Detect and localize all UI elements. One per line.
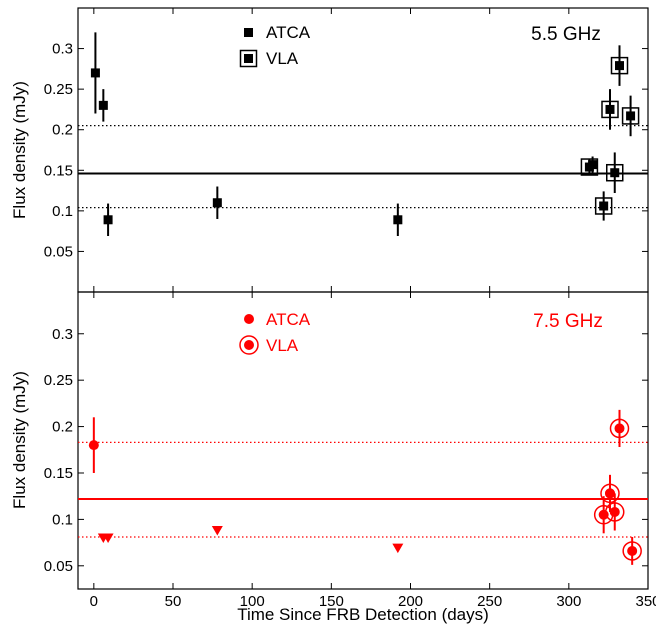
top-y-axis-label: Flux density (mJy) — [10, 81, 29, 219]
bottom-frequency-label: 7.5 GHz — [533, 311, 603, 332]
bottom-y-tick-label: 0.1 — [52, 511, 73, 528]
bottom-panel-frame — [77, 291, 649, 590]
top-vla-point — [610, 168, 620, 178]
bottom-vla-point — [627, 545, 638, 556]
x-axis-label: Time Since FRB Detection (days) — [237, 605, 489, 624]
bottom-vla-point — [614, 423, 625, 434]
top-atca-point — [393, 215, 403, 225]
top-vla-point-outline — [601, 100, 619, 119]
bottom-vla-point — [609, 506, 620, 517]
top-y-tick-label: 0.1 — [52, 203, 73, 220]
top-legend-vla-label: VLA — [266, 49, 299, 68]
bottom-legend-vla-outer-marker — [239, 335, 259, 355]
top-vla-point-outline — [621, 107, 640, 125]
bottom-vla-point — [598, 509, 609, 520]
top-legend-atca-marker — [244, 28, 253, 37]
top-vla-point — [599, 201, 609, 211]
top-atca-point — [103, 215, 113, 225]
x-tick-label: 200 — [398, 593, 423, 610]
chart-marks: 0.05 0.1 0.15 0.2 0.25 0.3 0.05 0.1 0.15 0.2 0.25 0… — [44, 8, 656, 610]
bottom-y-axis-label: Flux density (mJy) — [10, 371, 29, 509]
top-y-tick-label: 0.05 — [44, 243, 73, 260]
bottom-y-tick-label: 0.2 — [52, 419, 73, 436]
x-tick-label: 150 — [319, 593, 344, 610]
top-legend-vla-outer-marker — [239, 49, 258, 68]
top-atca-point — [98, 100, 108, 110]
bottom-upper-limit-point — [392, 543, 404, 554]
top-vla-point — [626, 111, 636, 121]
bottom-atca-point — [88, 440, 99, 451]
bottom-legend-atca-label: ATCA — [266, 310, 311, 329]
bottom-y-tick-label: 0.25 — [44, 372, 73, 389]
bottom-vla-point-outline — [600, 483, 620, 504]
bottom-vla-point — [605, 488, 615, 499]
top-vla-point-outline — [594, 197, 613, 215]
top-vla-point — [605, 104, 615, 114]
top-atca-point — [90, 68, 100, 78]
bottom-upper-limit-point — [211, 526, 223, 536]
top-y-tick-label: 0.3 — [52, 41, 73, 58]
top-y-tick-label: 0.25 — [44, 81, 73, 98]
bottom-y-tick-label: 0.05 — [44, 558, 73, 575]
x-tick-label: 250 — [477, 593, 502, 610]
bottom-legend: ATCA VLA — [239, 310, 311, 355]
bottom-vla-point-outline — [609, 418, 630, 439]
top-y-tick-label: 0.2 — [52, 122, 73, 139]
top-y-tick-label: 0.15 — [44, 162, 73, 179]
x-tick-label: 100 — [240, 593, 265, 610]
bottom-legend-vla-inner-marker — [244, 340, 254, 350]
top-vla-point-outline — [580, 158, 599, 176]
top-panel-frame — [77, 7, 649, 293]
bottom-y-tick-label: 0.15 — [44, 465, 73, 482]
top-legend: ATCA VLA — [239, 23, 311, 68]
x-tick-label: 350 — [635, 593, 656, 610]
top-atca-point — [212, 198, 222, 208]
x-tick-label: 0 — [90, 593, 98, 610]
top-legend-vla-inner-marker — [244, 54, 253, 63]
top-vla-point — [615, 61, 624, 71]
bottom-legend-atca-marker — [244, 314, 254, 324]
bottom-y-tick-label: 0.3 — [52, 326, 73, 343]
x-tick-label: 300 — [556, 593, 581, 610]
top-legend-atca-label: ATCA — [266, 23, 311, 42]
bottom-vla-point-outline — [605, 502, 625, 522]
top-vla-point — [584, 162, 594, 172]
bottom-upper-limit-point — [102, 533, 114, 543]
bottom-legend-vla-label: VLA — [266, 336, 299, 355]
top-vla-point-outline — [606, 163, 624, 182]
top-vla-point-outline — [610, 56, 629, 75]
x-tick-label: 50 — [165, 593, 182, 610]
bottom-vla-point-outline — [622, 541, 642, 561]
top-frequency-label: 5.5 GHz — [531, 24, 601, 45]
